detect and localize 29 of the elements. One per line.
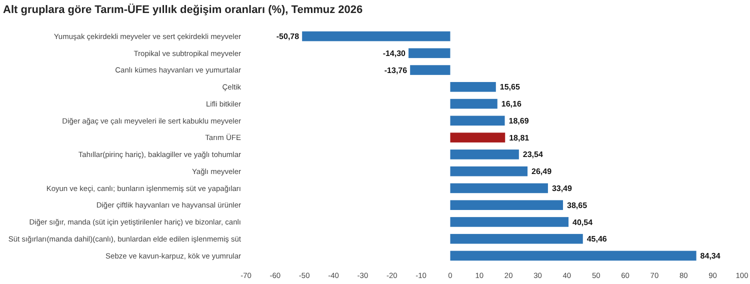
chart-title: Alt gruplara göre Tarım-ÜFE yıllık değişim oranları (%), Temmuz 2026	[3, 3, 363, 16]
data-label: 33,49	[552, 184, 573, 194]
data-label: -13,76	[384, 66, 408, 75]
data-label: 40,54	[572, 218, 594, 227]
data-label: 18,69	[508, 116, 530, 126]
data-label: -50,78	[276, 32, 300, 42]
bar	[450, 234, 583, 244]
bar	[408, 48, 450, 58]
data-label: 38,65	[567, 200, 588, 210]
data-label: 15,65	[500, 82, 520, 92]
data-label: -14,30	[382, 48, 406, 58]
bar	[450, 183, 548, 194]
bar	[450, 150, 519, 160]
data-label: 16,16	[501, 100, 522, 109]
bar	[450, 132, 506, 142]
bar	[410, 65, 450, 75]
bar	[450, 98, 498, 109]
data-label: 45,46	[586, 234, 608, 244]
bar	[450, 200, 563, 210]
data-label: 18,81	[509, 133, 530, 142]
data-label: 23,54	[522, 150, 544, 160]
bar	[302, 31, 450, 42]
bar	[450, 217, 569, 227]
data-label: 26,49	[532, 167, 552, 176]
bar	[450, 82, 496, 92]
bar	[450, 250, 696, 261]
bar	[450, 166, 528, 176]
data-label: 84,34	[700, 252, 721, 261]
bar	[450, 116, 505, 126]
